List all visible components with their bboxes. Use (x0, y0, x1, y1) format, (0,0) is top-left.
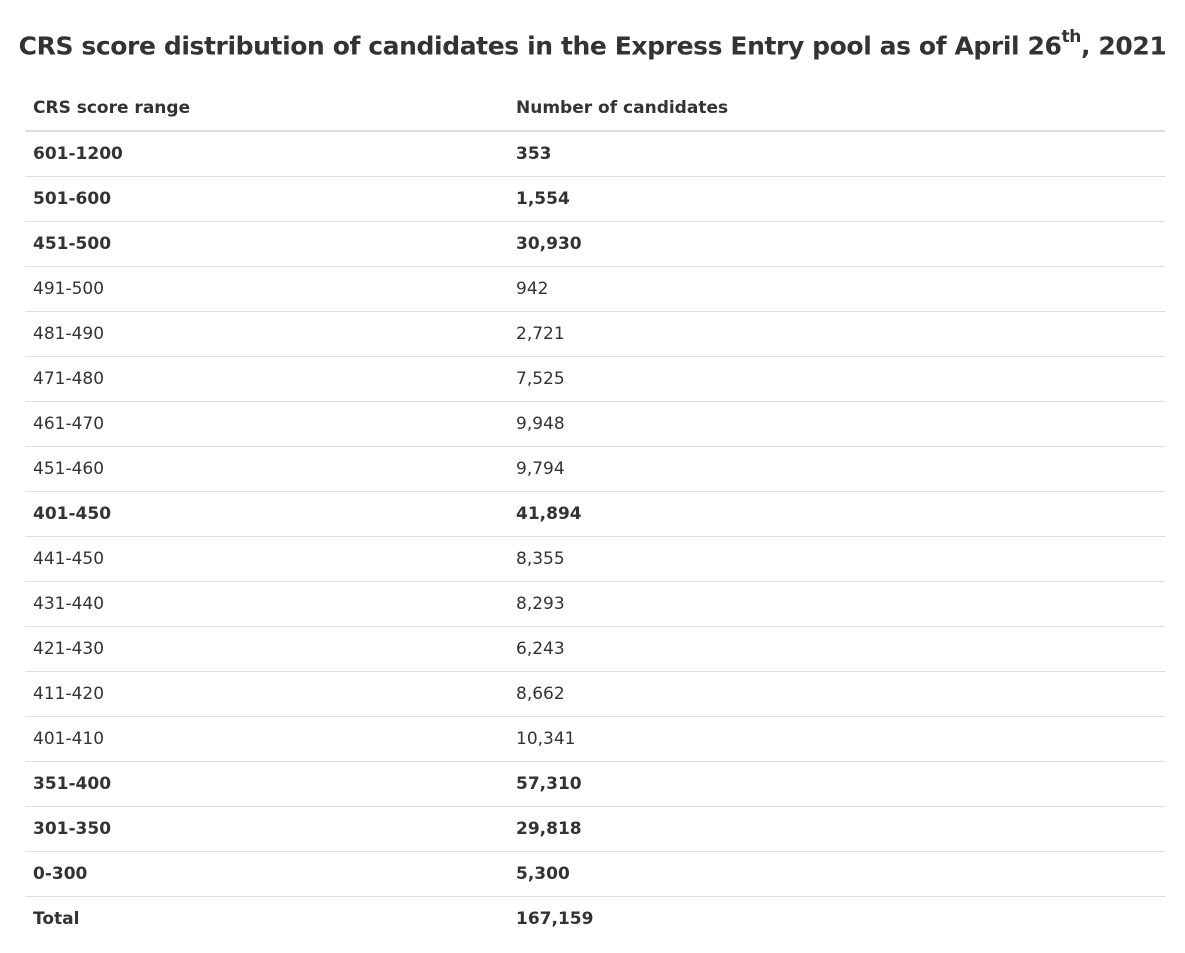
crs-score-range-cell: 351-400 (25, 761, 508, 807)
number-of-candidates-cell: 167,159 (508, 896, 1165, 941)
crs-distribution-table: CRS score range Number of candidates 601… (25, 85, 1165, 941)
crs-score-range-cell: 0-300 (25, 851, 508, 897)
crs-score-range-cell: 481-490 (25, 311, 508, 357)
crs-score-range-cell: 301-350 (25, 806, 508, 852)
table-row: 481-490 2,721 (25, 311, 1165, 357)
crs-score-range-cell: 491-500 (25, 266, 508, 312)
number-of-candidates-cell: 7,525 (508, 356, 1165, 402)
table-header: CRS score range Number of candidates (25, 85, 1165, 132)
table-body: 601-1200 353 501-600 1,554 451-500 30,930 491-… (25, 131, 1165, 941)
crs-score-range-cell: 601-1200 (33, 144, 123, 164)
table-row: 501-600 1,554 (25, 176, 1165, 222)
table-row: 461-470 9,948 (25, 401, 1165, 447)
table-row: 451-500 30,930 (25, 221, 1165, 267)
crs-score-range-cell: 401-410 (25, 716, 508, 762)
number-of-candidates-cell: 8,355 (508, 536, 1165, 582)
table-row: 411-420 8,662 (25, 671, 1165, 717)
column-header-crs-score-range: CRS score range (25, 85, 508, 132)
table-row: 451-460 9,794 (25, 446, 1165, 492)
table-row: 421-430 6,243 (25, 626, 1165, 672)
table-row: 401-450 41,894 (25, 491, 1165, 537)
table-row: 301-350 29,818 (25, 806, 1165, 852)
crs-score-range-cell: 421-430 (25, 626, 508, 672)
number-of-candidates-cell: 29,818 (508, 806, 1165, 852)
number-of-candidates-cell: 10,341 (508, 716, 1165, 762)
crs-score-range-cell: 501-600 (25, 176, 508, 222)
number-of-candidates-cell: 942 (508, 266, 1165, 312)
table-row: 601-1200 353 (25, 131, 1165, 177)
crs-score-range-cell: 441-450 (25, 536, 508, 582)
caption-superscript: th (1061, 27, 1082, 47)
column-header-number-of-candidates: Number of candidates (508, 85, 1165, 132)
number-of-candidates-cell: 8,293 (508, 581, 1165, 627)
number-of-candidates-cell: 6,243 (508, 626, 1165, 672)
crs-score-range-cell: 401-450 (25, 491, 508, 537)
table-row: 351-400 57,310 (25, 761, 1165, 807)
caption-suffix: , 2021 (1080, 31, 1167, 61)
number-of-candidates-cell: 9,794 (508, 446, 1165, 492)
table-row: 0-300 5,300 (25, 851, 1165, 897)
number-of-candidates-cell: 57,310 (508, 761, 1165, 807)
crs-score-range-cell: 461-470 (25, 401, 508, 447)
number-of-candidates-cell: 1,554 (508, 176, 1165, 222)
table-row: 491-500 942 (25, 266, 1165, 312)
caption-text: CRS score distribution of candidates in … (18, 31, 1062, 61)
table-row: 431-440 8,293 (25, 581, 1165, 627)
number-of-candidates-cell: 5,300 (508, 851, 1165, 897)
number-of-candidates-cell: 353 (516, 144, 552, 164)
crs-score-range-cell: 431-440 (25, 581, 508, 627)
number-of-candidates-cell: 8,662 (508, 671, 1165, 717)
table-row: 441-450 8,355 (25, 536, 1165, 582)
table-row: 471-480 7,525 (25, 356, 1165, 402)
number-of-candidates-cell: 9,948 (508, 401, 1165, 447)
header-row: CRS score range Number of candidates (25, 85, 1165, 132)
table-caption: CRS score distribution of candidates in … (0, 27, 1185, 61)
number-of-candidates-cell: 2,721 (508, 311, 1165, 357)
crs-score-range-cell: Total (25, 896, 508, 941)
crs-score-range-cell: 451-460 (25, 446, 508, 492)
total-row: Total 167,159 (25, 896, 1165, 941)
table-row: 401-410 10,341 (25, 716, 1165, 762)
crs-score-range-cell: 451-500 (25, 221, 508, 267)
number-of-candidates-cell: 41,894 (508, 491, 1165, 537)
crs-score-range-cell: 471-480 (25, 356, 508, 402)
crs-score-range-cell: 411-420 (25, 671, 508, 717)
number-of-candidates-cell: 30,930 (508, 221, 1165, 267)
